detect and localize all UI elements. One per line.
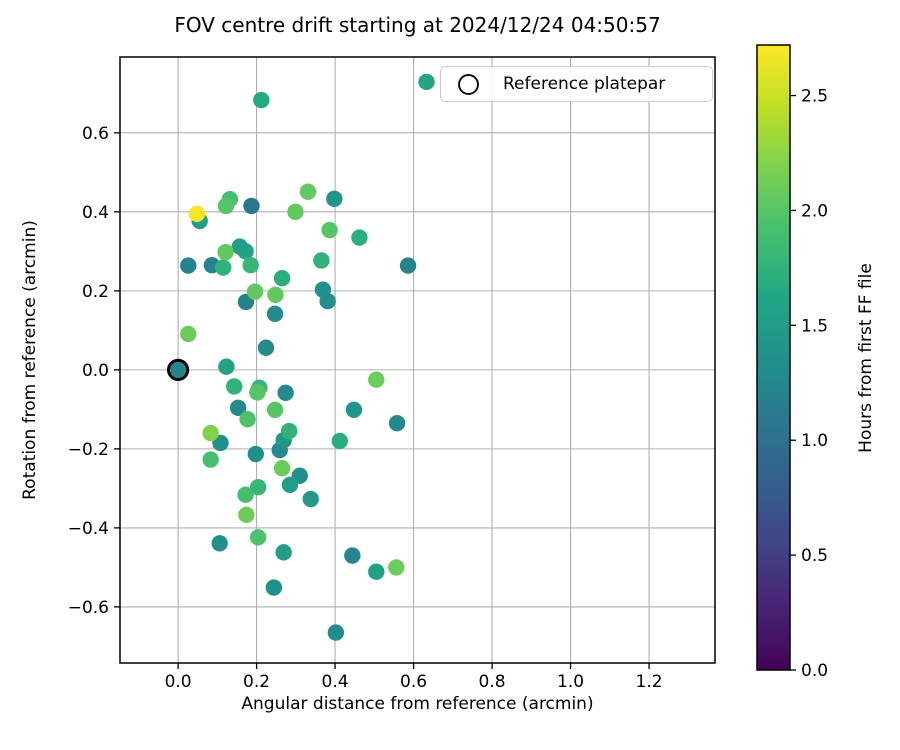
x-tick-label: 0.2: [243, 672, 270, 692]
data-point: [169, 361, 187, 379]
data-point: [180, 257, 197, 274]
data-point: [275, 544, 292, 561]
chart-title: FOV centre drift starting at 2024/12/24 …: [174, 13, 661, 37]
colorbar-tick-label: 0.5: [801, 546, 828, 566]
data-point: [249, 384, 266, 401]
x-tick-label: 0.6: [400, 672, 427, 692]
data-point: [249, 479, 267, 496]
x-tick-label: 0.8: [479, 672, 506, 692]
data-point: [277, 384, 294, 401]
x-tick-label: 0.4: [322, 672, 349, 692]
data-point: [218, 358, 235, 375]
y-tick-label: 0.2: [82, 282, 109, 302]
data-point: [237, 243, 254, 260]
data-point: [238, 506, 255, 524]
colorbar-tick-label: 2.0: [801, 201, 828, 221]
data-point: [242, 256, 259, 274]
y-tick-label: 0.0: [82, 361, 109, 381]
data-point: [226, 378, 243, 395]
data-point: [202, 451, 219, 468]
y-tick-label: −0.6: [68, 598, 109, 618]
data-point: [266, 401, 284, 418]
data-point: [418, 73, 435, 91]
colorbar-tick-label: 2.5: [801, 87, 828, 107]
y-tick-label: 0.4: [82, 203, 109, 223]
colorbar: [756, 44, 791, 671]
data-point: [267, 286, 284, 304]
y-tick-label: 0.6: [82, 124, 109, 144]
data-point: [327, 624, 345, 641]
data-point: [249, 529, 267, 546]
data-point: [215, 259, 232, 276]
data-point: [253, 91, 270, 109]
data-point: [180, 325, 197, 343]
data-point: [239, 411, 256, 428]
data-point: [246, 283, 264, 300]
reference-platepar-marker: [166, 358, 190, 381]
data-point: [265, 579, 283, 596]
data-point: [388, 415, 406, 432]
data-point: [266, 305, 284, 322]
data-point: [326, 190, 343, 208]
colorbar-tick-label: 1.0: [801, 431, 828, 451]
data-point: [229, 399, 247, 417]
data-point: [321, 221, 338, 239]
data-point: [313, 252, 330, 269]
data-point: [368, 371, 385, 388]
data-point: [243, 197, 260, 215]
data-point: [302, 490, 319, 508]
legend-label: Reference platepar: [503, 74, 666, 94]
x-tick-label: 1.2: [636, 672, 663, 692]
x-axis-label: Angular distance from reference (arcmin): [241, 694, 594, 714]
data-point: [237, 486, 254, 503]
data-point: [399, 257, 417, 274]
data-point: [273, 460, 291, 477]
data-point: [247, 445, 264, 463]
data-point: [202, 424, 219, 442]
data-point: [287, 203, 304, 221]
colorbar-tick-label: 1.5: [801, 316, 828, 336]
plot-frame: [119, 56, 716, 664]
y-tick-label: −0.4: [68, 519, 109, 539]
data-point: [299, 183, 317, 200]
data-point: [217, 197, 235, 215]
data-point: [368, 563, 385, 580]
data-point: [388, 559, 405, 576]
legend: Reference platepar: [440, 66, 713, 102]
y-axis-label: Rotation from reference (arcmin): [20, 220, 40, 500]
colorbar-label: Hours from first FF file: [856, 263, 876, 453]
data-point: [280, 422, 298, 440]
data-point: [331, 432, 348, 450]
data-point: [344, 547, 361, 564]
data-point: [188, 205, 206, 223]
y-tick-label: −0.2: [68, 440, 109, 460]
data-point: [273, 270, 291, 287]
data-point: [257, 339, 275, 356]
data-point: [281, 476, 299, 494]
reference-platepar-marker-icon: [458, 73, 479, 95]
data-point: [319, 292, 336, 310]
x-tick-label: 1.0: [557, 672, 584, 692]
data-point: [211, 535, 228, 552]
data-point: [351, 229, 368, 246]
x-tick-label: 0.0: [165, 672, 192, 692]
data-point: [345, 401, 363, 418]
colorbar-tick-label: 0.0: [801, 661, 828, 681]
data-point: [217, 243, 234, 261]
